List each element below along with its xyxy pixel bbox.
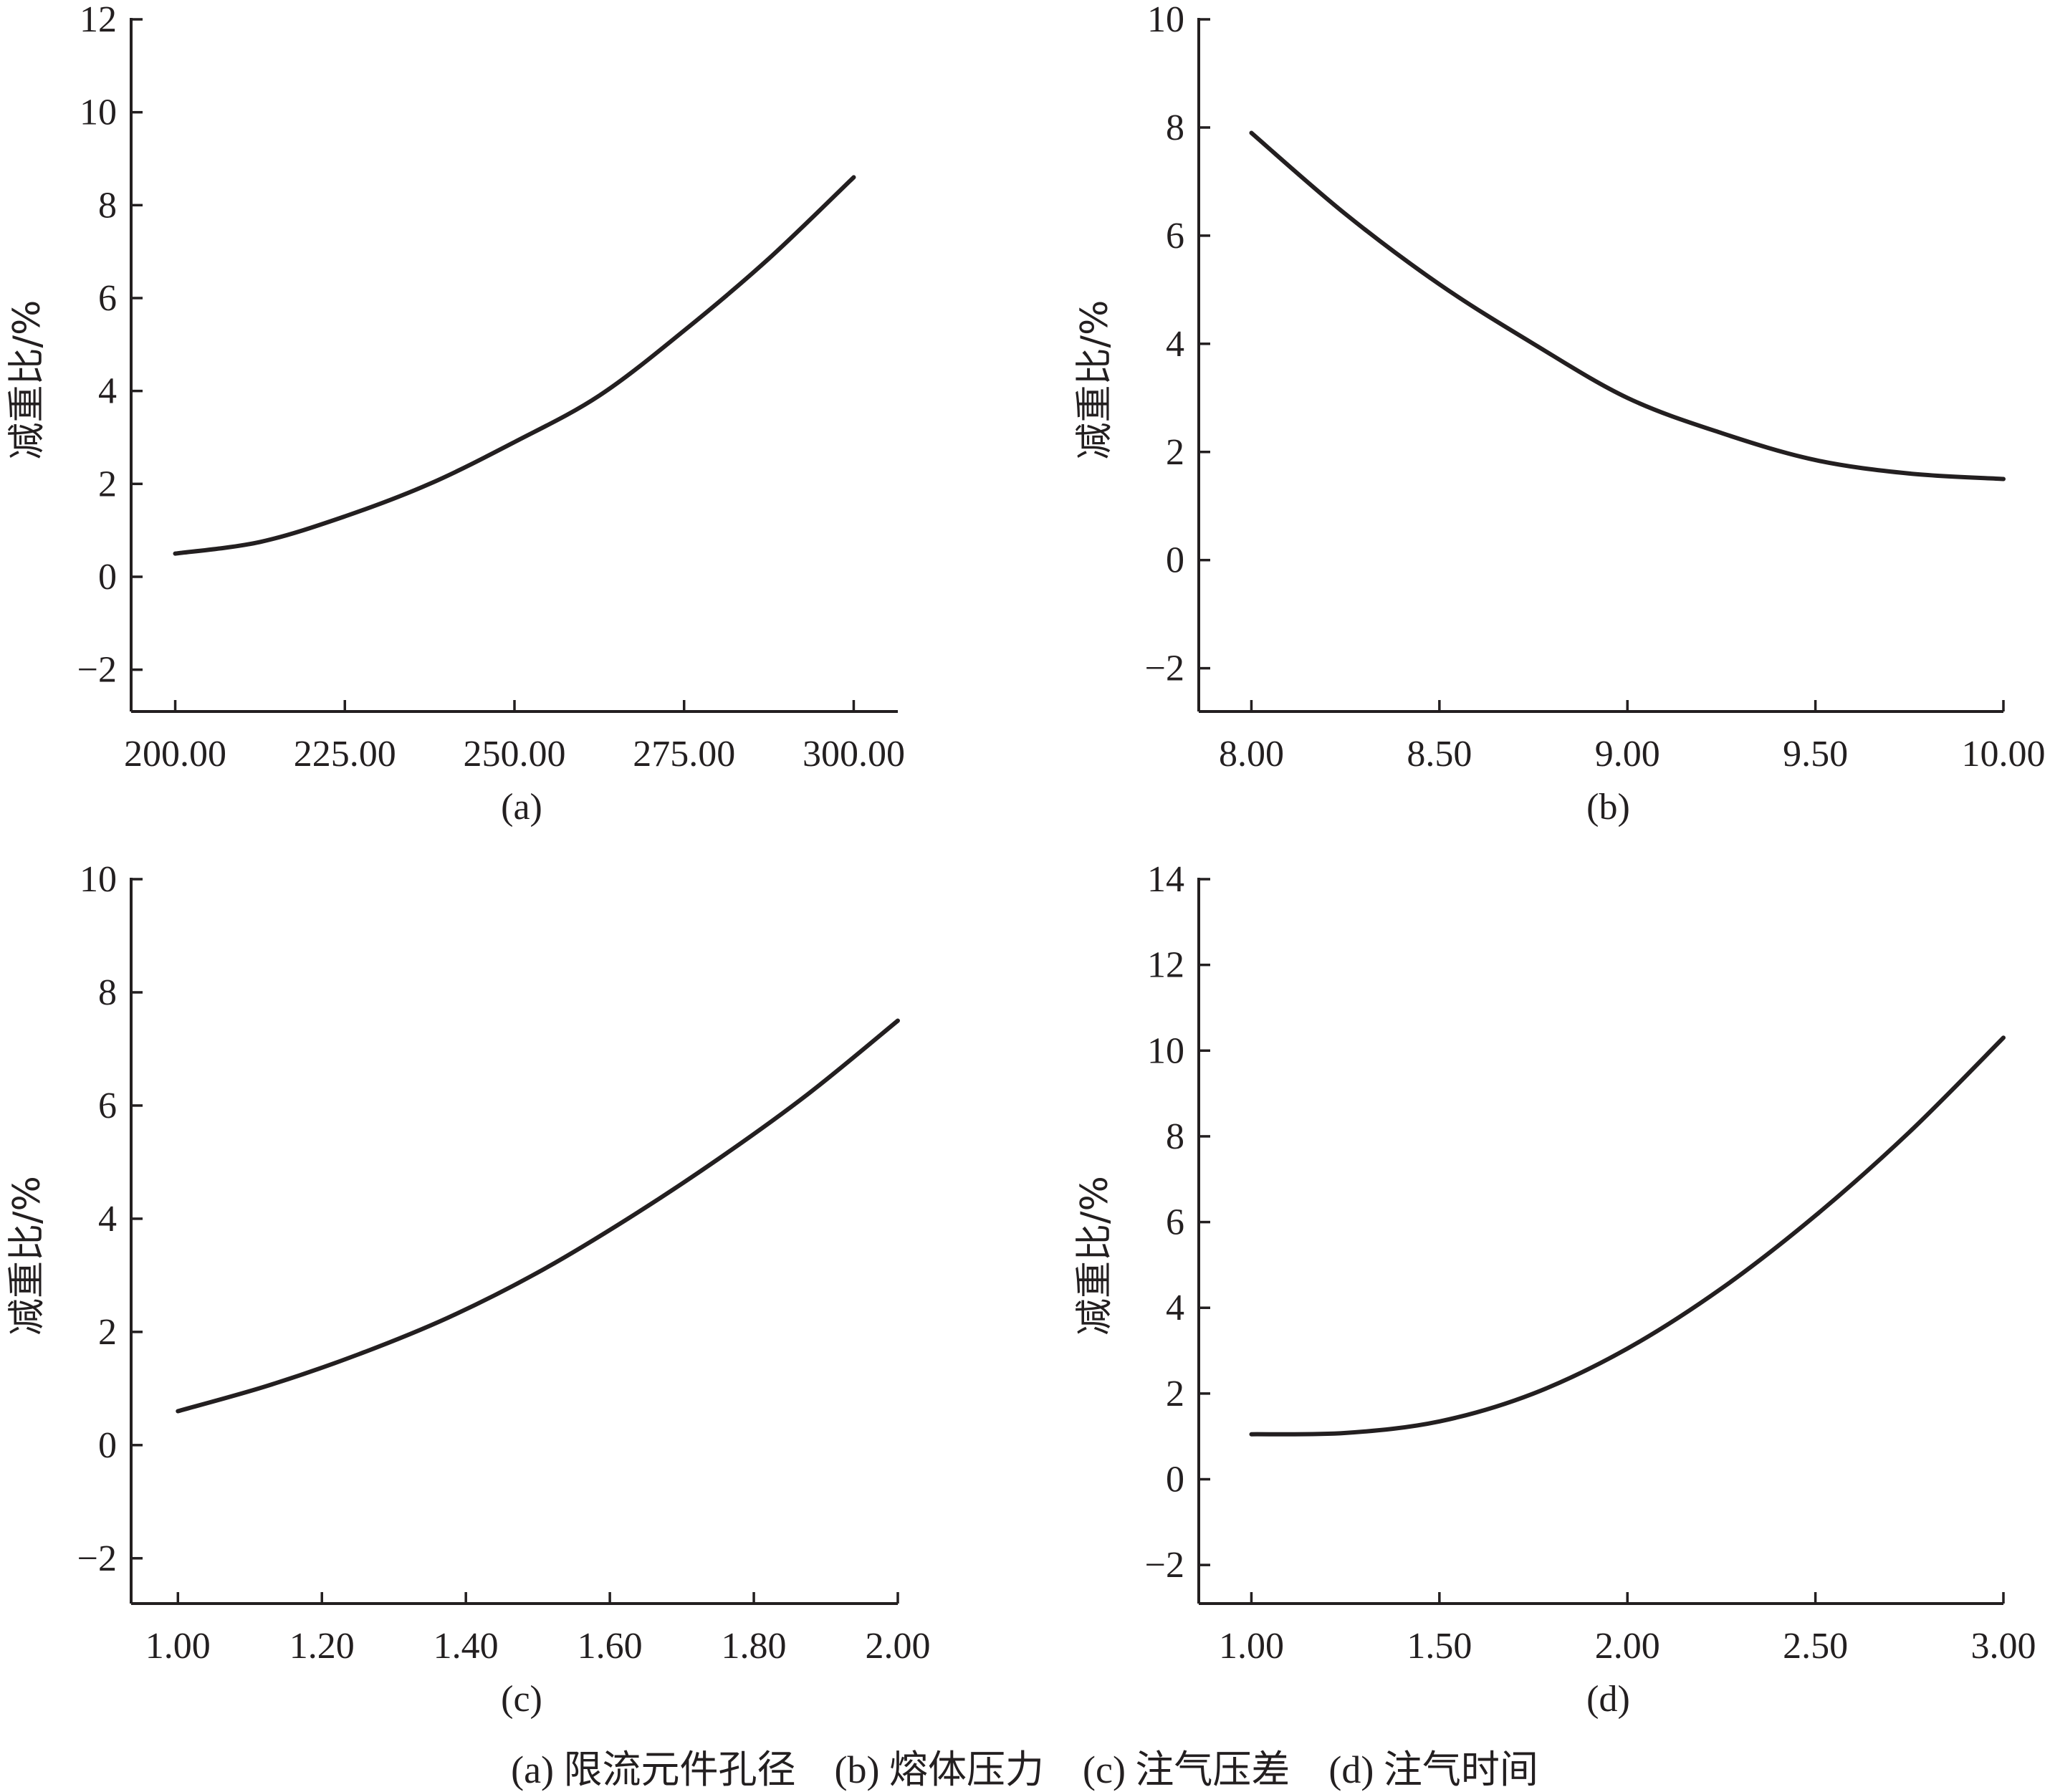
x-tick-label: 250.00 [464,734,566,775]
y-tick-label: 8 [98,972,117,1013]
x-tick-label: 3.00 [1971,1626,2036,1667]
x-tick-label: 2.00 [1595,1626,1660,1667]
series-line-b [1249,130,2006,481]
chart-panel-c: 10 8 6 4 2 0 −2 1.00 1.20 1.40 1.60 1.80 2.00 减重比/% (c… [6,859,931,1720]
x-tick-label: 1.80 [722,1626,787,1667]
y-tick-label: 10 [80,92,117,133]
x-tick-label: 200.00 [124,734,226,775]
x-tick-label: 1.60 [578,1626,643,1667]
y-axis-label: 减重比/% [6,300,49,460]
y-tick-label: 4 [1166,1288,1184,1328]
figure-caption: (a) 限流元件孔径 (b) 熔体压力 (c) 注气压差 (d) 注气时间 [511,1748,1538,1791]
y-tick-label: 6 [1166,1202,1184,1243]
panel-label: (c) [501,1679,542,1720]
y-tick-label: 2 [98,1312,117,1353]
x-tick-label: 10.00 [1962,734,2046,775]
y-tick-label: 2 [98,464,117,504]
y-tick-label: 6 [1166,216,1184,257]
x-tick-label: 9.50 [1783,734,1848,775]
panel-label: (d) [1586,1679,1630,1720]
y-tick-label: 6 [98,278,117,319]
series-line-d [1249,1035,2006,1437]
y-tick-label: 14 [1147,859,1184,900]
y-tick-label: −2 [77,1538,117,1579]
y-axis-label: 减重比/% [6,1176,49,1336]
y-tick-label: 8 [1166,107,1184,148]
y-axis-label: 减重比/% [1073,300,1116,460]
y-tick-label: 12 [80,0,117,40]
y-tick-label: 8 [1166,1116,1184,1157]
y-tick-label: 6 [98,1086,117,1126]
x-tick-label: 300.00 [803,734,905,775]
y-tick-label: 4 [98,371,117,412]
x-tick-label: 1.50 [1407,1626,1472,1667]
y-tick-label: 2 [1166,1374,1184,1414]
x-tick-label: 1.00 [1219,1626,1284,1667]
x-tick-label: 9.00 [1595,734,1660,775]
x-tick-label: 1.40 [434,1626,499,1667]
y-tick-label: 0 [98,1425,117,1466]
y-axis-label: 减重比/% [1073,1176,1116,1336]
y-tick-label: −2 [77,650,117,691]
panel-label: (b) [1586,787,1630,828]
charts-group: 12 10 8 6 4 2 0 −2 200.00 225.00 250.00 275.00 300.0… [6,0,2046,1720]
panel-label: (a) [501,787,542,828]
x-tick-label: 1.00 [145,1626,211,1667]
y-tick-label: 4 [1166,324,1184,365]
y-tick-label: 10 [80,859,117,900]
y-tick-label: 12 [1147,945,1184,986]
x-tick-label: 2.50 [1783,1626,1848,1667]
y-tick-label: −2 [1145,648,1184,689]
y-tick-label: −2 [1145,1545,1184,1586]
series-line-a [173,175,856,556]
y-tick-label: 0 [1166,1460,1184,1500]
y-tick-label: 8 [98,185,117,226]
y-tick-label: 4 [98,1199,117,1240]
series-line-c [176,1018,900,1414]
y-tick-label: 0 [1166,540,1184,581]
x-tick-label: 1.20 [289,1626,355,1667]
chart-panel-a: 12 10 8 6 4 2 0 −2 200.00 225.00 250.00 275.00 300.0… [6,0,905,828]
x-tick-label: 275.00 [633,734,735,775]
y-tick-label: 2 [1166,432,1184,473]
y-tick-label: 0 [98,557,117,598]
y-tick-label: 10 [1147,0,1184,40]
x-tick-label: 8.00 [1219,734,1284,775]
chart-panel-b: 10 8 6 4 2 0 −2 8.00 8.50 9.00 9.50 10.00 减重比/% (b) [1073,0,2046,828]
x-tick-label: 8.50 [1407,734,1472,775]
x-tick-label: 225.00 [294,734,396,775]
y-tick-label: 10 [1147,1030,1184,1071]
chart-panel-d: 14 12 10 8 6 4 2 0 −2 1.00 1.50 2.00 2.50 3.00 减重比/% (d… [1073,859,2036,1720]
x-tick-label: 2.00 [866,1626,931,1667]
